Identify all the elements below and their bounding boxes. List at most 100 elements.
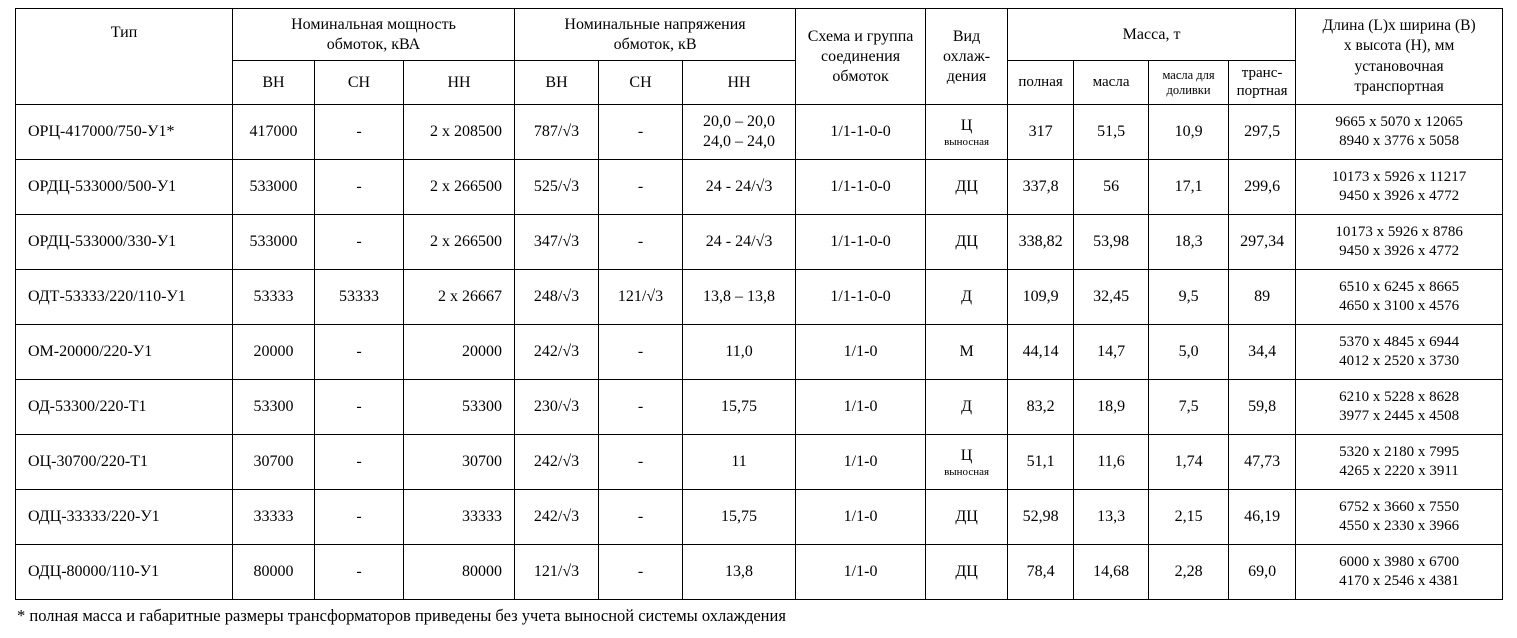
cell-power-vn: 417000 — [232, 104, 315, 160]
cell-dims: 9665 х 5070 х 12065 8940 х 3776 х 5058 — [1295, 104, 1504, 160]
cell-type: ОЦ-30700/220-Т1 — [15, 434, 233, 490]
table-row: ОД-53300/220-Т1 53300-53300 230/√3-15,75 1/… — [15, 379, 1504, 435]
cell-power-vn: 20000 — [232, 324, 315, 380]
cell-scheme: 1/1-1-0-0 — [795, 104, 927, 160]
cell-volt-nn: 11,0 — [682, 324, 797, 380]
cell-mass-full: 338,82 — [1007, 214, 1075, 270]
cell-power-vn: 33333 — [232, 489, 315, 545]
cell-power-nn: 53300 — [402, 379, 516, 435]
cell-power-nn: 30700 — [402, 434, 516, 490]
cell-mass-transport: 47,73 — [1228, 434, 1297, 490]
cell-power-vn: 533000 — [232, 214, 315, 270]
cell-power-sn: - — [314, 489, 404, 545]
cell-power-sn: - — [314, 544, 404, 600]
cell-mass-full: 109,9 — [1007, 269, 1075, 325]
cell-mass-full: 52,98 — [1007, 489, 1075, 545]
cell-mass-topup: 17,1 — [1148, 159, 1230, 215]
cell-dims: 6510 х 6245 х 8665 4650 х 3100 х 4576 — [1295, 269, 1504, 325]
cell-mass-transport: 69,0 — [1228, 544, 1297, 600]
cell-type: ОДЦ-80000/110-У1 — [15, 544, 233, 600]
cell-type: ОРДЦ-533000/330-У1 — [15, 214, 233, 270]
cell-cooling: ДЦ — [925, 544, 1009, 600]
header-volt-vn: ВН — [514, 60, 600, 105]
cell-power-sn: - — [314, 434, 404, 490]
cell-cooling: Д — [925, 379, 1009, 435]
cell-mass-oil: 32,45 — [1073, 269, 1150, 325]
header-power-group: Номинальная мощность обмоток, кВА — [231, 8, 516, 61]
cell-volt-vn: 525/√3 — [514, 159, 600, 215]
cell-mass-topup: 5,0 — [1148, 324, 1230, 380]
cell-power-sn: 53333 — [314, 269, 404, 325]
cell-mass-full: 337,8 — [1007, 159, 1075, 215]
cell-dims: 6752 х 3660 х 7550 4550 х 2330 х 3966 — [1295, 489, 1504, 545]
header-mass-transport: транс- портная — [1228, 60, 1297, 105]
cell-mass-full: 317 — [1007, 104, 1075, 160]
header-power-vn: ВН — [232, 60, 315, 105]
cell-cooling: ДЦ — [925, 159, 1009, 215]
table-row: ОДТ-53333/220/110-У1 53333 53333 2 х 26667 2… — [15, 269, 1504, 325]
cell-power-sn: - — [314, 379, 404, 435]
cell-mass-transport: 59,8 — [1228, 379, 1297, 435]
header-power-sn: СН — [314, 60, 404, 105]
cell-type: ОРЦ-417000/750-У1* — [15, 104, 233, 160]
table-row: ОМ-20000/220-У1 20000-20000 242/√3-11,0 1/1… — [15, 324, 1504, 380]
header-dimensions: Длина (L)х ширина (В) х высота (Н), мм у… — [1295, 8, 1504, 105]
cell-volt-sn: - — [598, 324, 684, 380]
cell-volt-vn: 242/√3 — [514, 434, 600, 490]
cell-mass-topup: 1,74 — [1148, 434, 1230, 490]
cell-power-vn: 53333 — [232, 269, 315, 325]
cell-scheme: 1/1-0 — [795, 434, 927, 490]
cell-dims: 5320 х 2180 х 7995 4265 х 2220 х 3911 — [1295, 434, 1504, 490]
cell-scheme: 1/1-1-0-0 — [795, 159, 927, 215]
cell-type: ОДЦ-33333/220-У1 — [15, 489, 233, 545]
cell-volt-sn: - — [598, 159, 684, 215]
cell-volt-sn: - — [598, 489, 684, 545]
cell-power-vn: 533000 — [232, 159, 315, 215]
cell-mass-full: 83,2 — [1007, 379, 1075, 435]
cell-power-nn: 2 х 266500 — [402, 214, 516, 270]
cell-volt-sn: - — [598, 379, 684, 435]
cell-mass-transport: 297,34 — [1228, 214, 1297, 270]
transformer-spec-table: Тип Номинальная мощность обмоток, кВА Но… — [15, 8, 1504, 600]
cell-power-nn: 2 х 208500 — [402, 104, 516, 160]
cell-mass-full: 78,4 — [1007, 544, 1075, 600]
header-voltage-group: Номинальные напряжения обмоток, кВ — [514, 8, 797, 61]
cell-cooling: М — [925, 324, 1009, 380]
cell-mass-topup: 18,3 — [1148, 214, 1230, 270]
cell-type: ОДТ-53333/220/110-У1 — [15, 269, 233, 325]
cell-dims: 5370 х 4845 х 6944 4012 х 2520 х 3730 — [1295, 324, 1504, 380]
cell-power-vn: 30700 — [232, 434, 315, 490]
cell-mass-oil: 53,98 — [1073, 214, 1150, 270]
cell-volt-vn: 242/√3 — [514, 324, 600, 380]
cell-mass-oil: 56 — [1073, 159, 1150, 215]
cell-mass-transport: 46,19 — [1228, 489, 1297, 545]
cell-volt-nn: 11 — [682, 434, 797, 490]
cell-volt-nn: 13,8 — [682, 544, 797, 600]
cell-cooling: Д — [925, 269, 1009, 325]
header-mass-full: полная — [1007, 60, 1075, 105]
cell-mass-full: 51,1 — [1007, 434, 1075, 490]
cell-type: ОМ-20000/220-У1 — [15, 324, 233, 380]
table-row: ОЦ-30700/220-Т1 30700-30700 242/√3-11 1/1-0… — [15, 434, 1504, 490]
cell-power-nn: 80000 — [402, 544, 516, 600]
table-row: ОРЦ-417000/750-У1* 417000-2 х 208500 787/√… — [15, 104, 1504, 160]
table-row: ОДЦ-33333/220-У1 33333-33333 242/√3-15,75 1… — [15, 489, 1504, 545]
cell-dims: 10173 х 5926 х 8786 9450 х 3926 х 4772 — [1295, 214, 1504, 270]
cell-power-sn: - — [314, 104, 404, 160]
cell-mass-transport: 297,5 — [1228, 104, 1297, 160]
cell-power-nn: 20000 — [402, 324, 516, 380]
cell-mass-topup: 2,28 — [1148, 544, 1230, 600]
cell-cooling: ДЦ — [925, 214, 1009, 270]
cell-volt-nn: 13,8 – 13,8 — [682, 269, 797, 325]
cell-dims: 6000 х 3980 х 6700 4170 х 2546 х 4381 — [1295, 544, 1504, 600]
header-scheme: Схема и группа соединения обмоток — [795, 8, 927, 105]
cell-volt-sn: - — [598, 104, 684, 160]
cell-scheme: 1/1-0 — [795, 489, 927, 545]
cell-cooling: ДЦ — [925, 489, 1009, 545]
cell-dims: 10173 х 5926 х 11217 9450 х 3926 х 4772 — [1295, 159, 1504, 215]
cell-power-nn: 2 х 26667 — [402, 269, 516, 325]
cell-type: ОРДЦ-533000/500-У1 — [15, 159, 233, 215]
cell-volt-sn: - — [598, 544, 684, 600]
